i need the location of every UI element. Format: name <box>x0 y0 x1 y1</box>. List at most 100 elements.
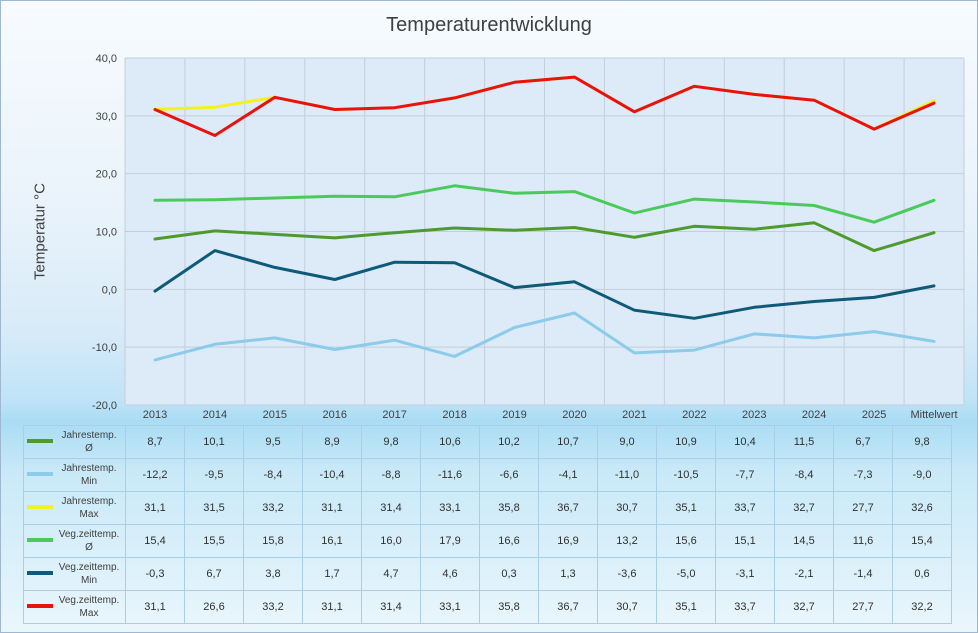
series-name: Veg.zeittemp. Max <box>58 595 120 619</box>
table-cell: 8,9 <box>302 425 362 459</box>
legend-key <box>27 538 53 542</box>
table-cell: 15,4 <box>892 524 952 558</box>
table-cell: 10,7 <box>538 425 598 459</box>
table-row: Veg.zeittemp. Min -0,3 6,7 3,8 1,7 4,7 4,6 0,3 1,… <box>23 557 952 591</box>
table-cell: 6,7 <box>184 557 244 591</box>
x-tick-label: 2022 <box>682 409 706 421</box>
table-cell: 8,7 <box>125 425 185 459</box>
table-cell: -9,5 <box>184 458 244 492</box>
table-cell: 36,7 <box>538 491 598 525</box>
table-cell: -0,3 <box>125 557 185 591</box>
table-cell: 35,1 <box>656 590 716 624</box>
table-cell: -12,2 <box>125 458 185 492</box>
table-cell: 35,8 <box>479 590 539 624</box>
table-cell: 15,4 <box>125 524 185 558</box>
table-cell: 32,7 <box>774 491 834 525</box>
table-cell: 3,8 <box>243 557 303 591</box>
series-label-cell: Veg.zeittemp. Min <box>23 557 126 591</box>
table-cell: 32,2 <box>892 590 952 624</box>
chart-title: Temperaturentwicklung <box>386 14 592 36</box>
series-label-cell: Veg.zeittemp. Max <box>23 590 126 624</box>
table-cell: 0,6 <box>892 557 952 591</box>
table-cell: -11,6 <box>420 458 480 492</box>
table-cell: 31,4 <box>361 590 421 624</box>
table-cell: 9,8 <box>892 425 952 459</box>
x-tick-label: 2025 <box>862 409 886 421</box>
series-line <box>153 311 936 362</box>
table-row: Veg.zeittemp. Ø 15,4 15,5 15,8 16,1 16,0 17,9 16… <box>23 524 952 558</box>
x-tick-label: 2024 <box>802 409 826 421</box>
table-cell: 0,3 <box>479 557 539 591</box>
y-tick-label: -20,0 <box>92 400 117 412</box>
table-cell: 32,7 <box>774 590 834 624</box>
series-line <box>153 221 936 253</box>
table-cell: -3,1 <box>715 557 775 591</box>
table-cell: 27,7 <box>833 491 893 525</box>
legend-key <box>27 571 53 575</box>
table-cell: 33,2 <box>243 590 303 624</box>
table-cell: 10,1 <box>184 425 244 459</box>
table-cell: 30,7 <box>597 491 657 525</box>
table-cell: 35,1 <box>656 491 716 525</box>
series-label-cell: Veg.zeittemp. Ø <box>23 524 126 558</box>
table-cell: 6,7 <box>833 425 893 459</box>
x-tick-label: 2023 <box>742 409 766 421</box>
table-cell: 36,7 <box>538 590 598 624</box>
table-cell: 35,8 <box>479 491 539 525</box>
series-name: Jahrestemp. Min <box>61 463 117 487</box>
table-cell: 33,2 <box>243 491 303 525</box>
table-cell: 16,0 <box>361 524 421 558</box>
table-cell: 33,7 <box>715 590 775 624</box>
table-cell: 11,5 <box>774 425 834 459</box>
series-label-cell: Jahrestemp. Max <box>23 491 126 525</box>
series-label-cell: Jahrestemp. Ø <box>23 425 126 459</box>
table-cell: 15,8 <box>243 524 303 558</box>
table-cell: 17,9 <box>420 524 480 558</box>
table-cell: 10,2 <box>479 425 539 459</box>
table-row: Veg.zeittemp. Max 31,1 26,6 33,2 31,1 31,4 33,1… <box>23 590 952 624</box>
x-tick-label: 2015 <box>263 409 287 421</box>
table-cell: 4,7 <box>361 557 421 591</box>
table-cell: 31,4 <box>361 491 421 525</box>
x-tick-label: 2021 <box>622 409 646 421</box>
table-cell: 11,6 <box>833 524 893 558</box>
table-cell: 9,5 <box>243 425 303 459</box>
table-cell: 1,7 <box>302 557 362 591</box>
table-cell: 33,1 <box>420 590 480 624</box>
table-cell: 15,1 <box>715 524 775 558</box>
table-cell: -11,0 <box>597 458 657 492</box>
series-line <box>153 184 936 224</box>
table-cell: -8,8 <box>361 458 421 492</box>
series-name: Veg.zeittemp. Min <box>58 562 120 586</box>
x-tick-label: 2013 <box>143 409 167 421</box>
x-tick-label: 2018 <box>442 409 466 421</box>
x-tick-label: 2016 <box>323 409 347 421</box>
y-tick-label: 40,0 <box>96 53 117 65</box>
table-cell: 27,7 <box>833 590 893 624</box>
table-cell: 30,7 <box>597 590 657 624</box>
line-chart: -20,0 -10,0 0,0 10,0 20,0 30,0 40,0 2013 2014 201… <box>92 53 965 421</box>
table-cell: 16,1 <box>302 524 362 558</box>
y-tick-label: -10,0 <box>92 342 117 354</box>
table-cell: 32,6 <box>892 491 952 525</box>
table-cell: 31,5 <box>184 491 244 525</box>
legend-key <box>27 439 53 443</box>
table-cell: 14,5 <box>774 524 834 558</box>
x-tick-label: 2020 <box>562 409 586 421</box>
table-cell: -6,6 <box>479 458 539 492</box>
y-tick-label: 30,0 <box>96 111 117 123</box>
table-cell: -3,6 <box>597 557 657 591</box>
table-row: Jahrestemp. Min -12,2 -9,5 -8,4 -10,4 -8,8 -11,… <box>23 458 952 492</box>
x-tick-label: 2014 <box>203 409 227 421</box>
table-row: Jahrestemp. Max 31,1 31,5 33,2 31,1 31,4 33,1 35… <box>23 491 952 525</box>
table-cell: 16,9 <box>538 524 598 558</box>
x-tick-label: 2017 <box>382 409 406 421</box>
table-cell: 31,1 <box>302 491 362 525</box>
table-cell: 10,9 <box>656 425 716 459</box>
x-tick-label: 2019 <box>502 409 526 421</box>
table-cell: -7,7 <box>715 458 775 492</box>
y-tick-label: 10,0 <box>96 227 117 239</box>
table-cell: 33,1 <box>420 491 480 525</box>
table-cell: 15,6 <box>656 524 716 558</box>
